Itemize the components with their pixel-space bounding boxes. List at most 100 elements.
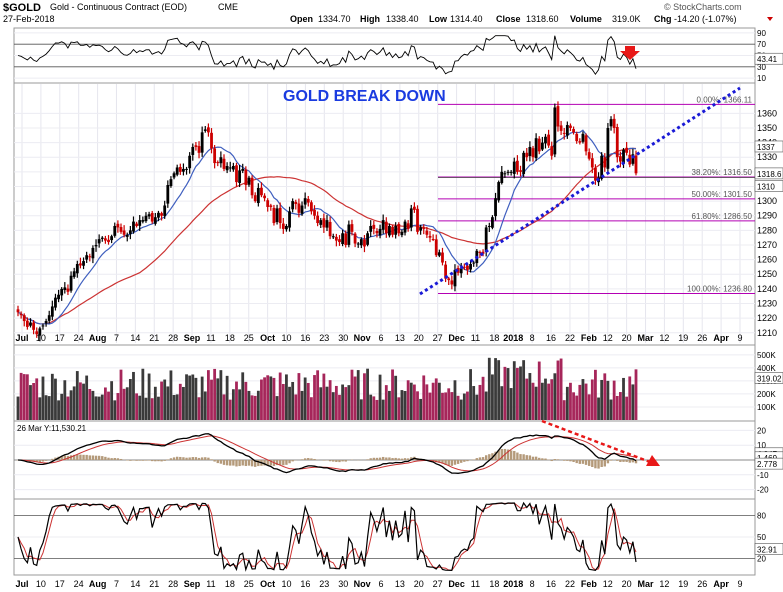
macd-histogram-bar	[238, 460, 241, 467]
candle-body	[481, 251, 485, 254]
x-tick-label: 23	[319, 333, 329, 343]
stochastic-tick-label: 80	[757, 511, 766, 520]
stochastic-value-badge: 32.91	[757, 545, 778, 554]
macd-histogram-bar	[213, 460, 216, 462]
volume-bar	[250, 395, 254, 420]
candle-body	[575, 133, 579, 142]
candle-body	[113, 225, 117, 236]
macd-histogram-bar	[335, 460, 338, 462]
price-badge-box	[754, 140, 783, 153]
volume-bar	[394, 375, 398, 420]
rsi-value-badge-box	[754, 52, 783, 65]
volume-bar	[297, 373, 301, 420]
candle-body	[553, 107, 557, 155]
macd-histogram-bar	[578, 460, 582, 464]
volume-bar	[82, 383, 85, 420]
macd-histogram-bar	[72, 454, 76, 460]
volume-bar	[103, 387, 107, 420]
volume-bar	[412, 384, 416, 420]
candle-body	[141, 220, 145, 222]
volume-bar	[481, 376, 485, 420]
candle-body	[550, 146, 554, 156]
macd-histogram-bar	[275, 460, 279, 466]
volume-bar	[540, 382, 544, 420]
candle-body	[547, 134, 551, 146]
volume-bar	[163, 379, 167, 420]
macd-histogram-bar	[625, 460, 628, 462]
rsi-value-badge: 43.41	[757, 55, 778, 64]
x-tick-label: Dec	[448, 579, 465, 589]
candle-body	[103, 238, 107, 241]
volume-bar	[547, 383, 551, 420]
x-tick-label: Apr	[713, 333, 729, 343]
macd-histogram-bar	[144, 460, 148, 461]
x-tick-label: 18	[489, 579, 499, 589]
x-tick-label: 25	[244, 333, 254, 343]
volume-bar	[356, 370, 360, 420]
macd-histogram-bar	[116, 458, 120, 460]
candle-body	[32, 322, 36, 330]
candle-body	[153, 217, 157, 224]
volume-bar	[478, 384, 482, 420]
volume-bar	[147, 373, 151, 420]
volume-bar	[334, 385, 338, 420]
x-tick-label: Jul	[15, 333, 28, 343]
volume-bar	[328, 380, 332, 420]
volume-bar	[528, 373, 532, 420]
stochastic-k-line	[17, 501, 637, 572]
macd-histogram-bar	[147, 460, 151, 461]
macd-histogram-bar	[229, 460, 232, 466]
candle-body	[222, 158, 226, 169]
candle-body	[512, 161, 516, 174]
candle-body	[562, 132, 566, 134]
volume-bar	[172, 394, 176, 420]
macd-histogram-bar	[185, 457, 188, 460]
volume-bar	[160, 381, 163, 420]
price-badge: 1318.6	[757, 170, 782, 179]
macd-histogram-bar	[563, 460, 566, 461]
volume-value-badge-box	[754, 372, 783, 384]
candle-body	[506, 171, 510, 173]
volume-tick-label: 100K	[757, 403, 776, 412]
volume-bar	[325, 386, 329, 420]
candle-body	[150, 212, 154, 222]
x-tick-label: 21	[149, 333, 159, 343]
candle-body	[297, 203, 301, 213]
candle-body	[631, 154, 635, 164]
volume-bar	[285, 374, 288, 420]
volume-bar	[300, 390, 304, 420]
macd-histogram-bar	[366, 459, 369, 460]
x-tick-label: 23	[319, 579, 329, 589]
macd-histogram-bar	[616, 460, 619, 461]
macd-histogram-bar	[257, 460, 260, 467]
candle-body	[94, 244, 98, 247]
candle-body	[391, 226, 394, 235]
macd-histogram-bar	[397, 458, 400, 460]
macd-histogram-bar	[372, 457, 376, 460]
volume-bar	[434, 378, 438, 420]
volume-bar	[44, 395, 48, 420]
candle-body	[347, 224, 351, 245]
candle-body	[603, 157, 607, 168]
volume-bar	[409, 382, 413, 420]
candle-body	[628, 154, 632, 165]
candle-body	[384, 221, 388, 234]
candle-body	[338, 239, 341, 243]
candle-body	[132, 221, 135, 232]
volume-bar	[600, 379, 604, 420]
volume-bar	[122, 388, 126, 420]
macd-histogram-bar	[513, 450, 516, 460]
candle-body	[528, 146, 532, 157]
volume-bar	[322, 373, 326, 420]
x-tick-label: 17	[55, 333, 65, 343]
price-tick-label: 1260	[757, 255, 777, 265]
x-tick-label: 2018	[503, 333, 523, 343]
macd-histogram-bar	[581, 460, 585, 464]
macd-histogram-bar	[54, 457, 57, 460]
x-tick-label: 28	[168, 333, 178, 343]
volume-bar	[185, 374, 188, 420]
macd-histogram-bar	[182, 457, 185, 460]
volume-bar	[113, 400, 117, 420]
candle-body	[175, 167, 179, 175]
candle-body	[334, 236, 338, 241]
